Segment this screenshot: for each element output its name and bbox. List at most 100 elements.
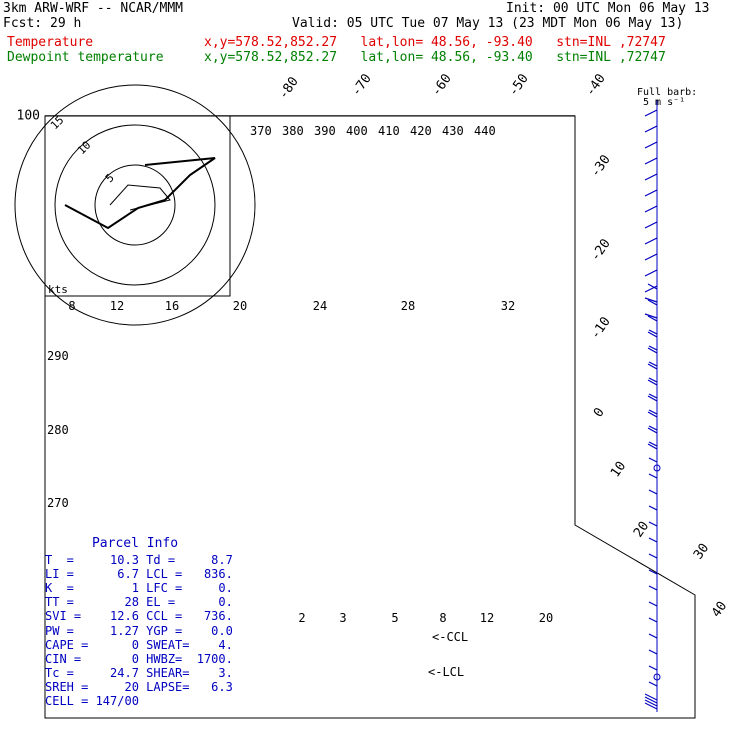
wind-barb — [644, 237, 658, 245]
model-title: 3km ARW-WRF -- NCAR/MMM — [3, 1, 184, 16]
parcel-info-row: K = 1 LFC = 0. — [45, 581, 233, 596]
wind-barb — [648, 649, 658, 655]
parcel-info-row: TT = 28 EL = 0. — [45, 595, 233, 610]
theta-label: 410 — [378, 124, 400, 138]
isotherm-label: 30 — [691, 541, 712, 562]
wind-barb — [648, 585, 658, 591]
isotherm-label: -80 — [276, 74, 302, 102]
hodograph-axis-tick: 32 — [501, 299, 515, 313]
wind-barb — [644, 253, 658, 261]
wind-barb — [648, 361, 658, 367]
wind-barb — [648, 441, 658, 447]
wind-barb-half — [647, 379, 658, 386]
mixing-ratio-label: 3 — [339, 611, 346, 625]
hodograph-axis-tick: 24 — [313, 299, 327, 313]
wind-barb — [644, 269, 658, 277]
wind-barb — [648, 537, 658, 543]
dry-adiabat — [0, 0, 76, 116]
wind-barb-half — [647, 443, 658, 450]
mixing-ratio-label: 5 — [391, 611, 398, 625]
wind-barb — [644, 109, 658, 117]
wind-barb — [644, 141, 658, 149]
wind-barb-low — [644, 702, 658, 710]
wind-calm-circle — [653, 673, 661, 681]
wind-barb — [644, 221, 658, 229]
isotherm-label: -50 — [506, 71, 532, 99]
theta-label: 380 — [282, 124, 304, 138]
wind-barb — [648, 377, 658, 383]
parcel-info-row: CIN = 0 HWBZ= 1700. — [45, 651, 233, 666]
parcel-info-panel: Parcel Info T = 10.3 Td = 8.7 LI = 6.7 LCL… — [45, 536, 285, 709]
lcl-annotation: <-LCL — [428, 665, 464, 679]
parcel-info-row: SVI = 12.6 CCL = 736. — [45, 609, 233, 624]
parcel-info-row: LI = 6.7 LCL = 836. — [45, 567, 233, 582]
wind-barb — [648, 617, 658, 623]
isotherm-label: -70 — [349, 71, 375, 99]
wind-barb — [644, 189, 658, 197]
wind-barb-half — [647, 315, 658, 322]
ccl-annotation: <-CCL — [432, 630, 468, 644]
parcel-info-cell: CELL = 147/00 — [45, 694, 139, 709]
theta-label-left: 290 — [47, 349, 69, 363]
wind-barb-half — [647, 347, 658, 354]
barb-key-value: 5 m s⁻¹ — [643, 97, 685, 108]
theta-label: 390 — [314, 124, 336, 138]
wind-barb — [644, 285, 658, 293]
wind-barb-low — [644, 699, 658, 707]
theta-label: 370 — [250, 124, 272, 138]
wind-barb — [648, 393, 658, 399]
wind-barb — [644, 205, 658, 213]
wind-barb — [644, 313, 658, 319]
wind-barb — [648, 633, 658, 639]
wind-barb — [644, 157, 658, 165]
hodograph-axis-tick: 16 — [165, 299, 179, 313]
plot-frame — [44, 115, 696, 719]
parcel-info-row: Tc = 24.7 SHEAR= 3. — [45, 665, 233, 680]
wind-barb — [648, 345, 658, 351]
isotherm-label: -40 — [583, 71, 609, 99]
theta-label: 430 — [442, 124, 464, 138]
temperature-location: x,y=578.52,852.27 lat,lon= 48.56, -93.40… — [204, 35, 666, 50]
isotherm-label: 10 — [608, 459, 629, 480]
isotherm-label: -30 — [588, 152, 614, 180]
wind-barb-low — [644, 696, 658, 704]
wind-barb — [648, 665, 658, 671]
isotherm-label: -20 — [588, 236, 614, 264]
wind-calm-circle — [653, 464, 661, 472]
mixing-ratio-label: 20 — [539, 611, 553, 625]
wind-barb — [644, 173, 658, 181]
hodograph-axis-tick: 20 — [233, 299, 247, 313]
isotherm-label: 40 — [709, 599, 730, 620]
dewpoint-legend: Dewpoint temperature — [7, 50, 164, 65]
mixing-ratio-label: 2 — [298, 611, 305, 625]
wind-barb — [648, 601, 658, 607]
mixing-ratio-label: 12 — [480, 611, 494, 625]
dry-adiabat — [45, 116, 387, 117]
dry-adiabat — [45, 116, 310, 117]
isotherm-label: -10 — [588, 314, 614, 342]
wind-barb — [648, 425, 658, 431]
wind-barb-half — [647, 299, 658, 306]
forecast-hours: 29 h — [50, 16, 82, 31]
theta-label: 420 — [410, 124, 432, 138]
isotherm-label: 20 — [631, 519, 652, 540]
parcel-info-row: SREH = 20 LAPSE= 6.3 — [45, 679, 233, 694]
wind-barb — [648, 553, 658, 559]
theta-label: 440 — [474, 124, 496, 138]
wind-barb-half — [647, 363, 658, 370]
isotherm-label: 0 — [591, 405, 608, 420]
isotherm-label: -60 — [429, 71, 455, 99]
parcel-info-row: T = 10.3 Td = 8.7 — [45, 553, 233, 568]
dewpoint-location: x,y=578.52,852.27 lat,lon= 48.56, -93.40… — [204, 50, 666, 65]
wind-barb — [648, 489, 658, 495]
parcel-info-title: Parcel Info — [45, 536, 179, 551]
wind-barb-half — [647, 331, 658, 338]
hodograph-ring — [14, 84, 256, 326]
hodograph-axis-tick: 8 — [68, 299, 75, 313]
hodograph-ring — [94, 164, 176, 246]
wind-barb — [648, 681, 658, 687]
hodograph-box — [44, 115, 231, 297]
theta-label-left: 270 — [47, 496, 69, 510]
wind-barb-half — [647, 395, 658, 402]
